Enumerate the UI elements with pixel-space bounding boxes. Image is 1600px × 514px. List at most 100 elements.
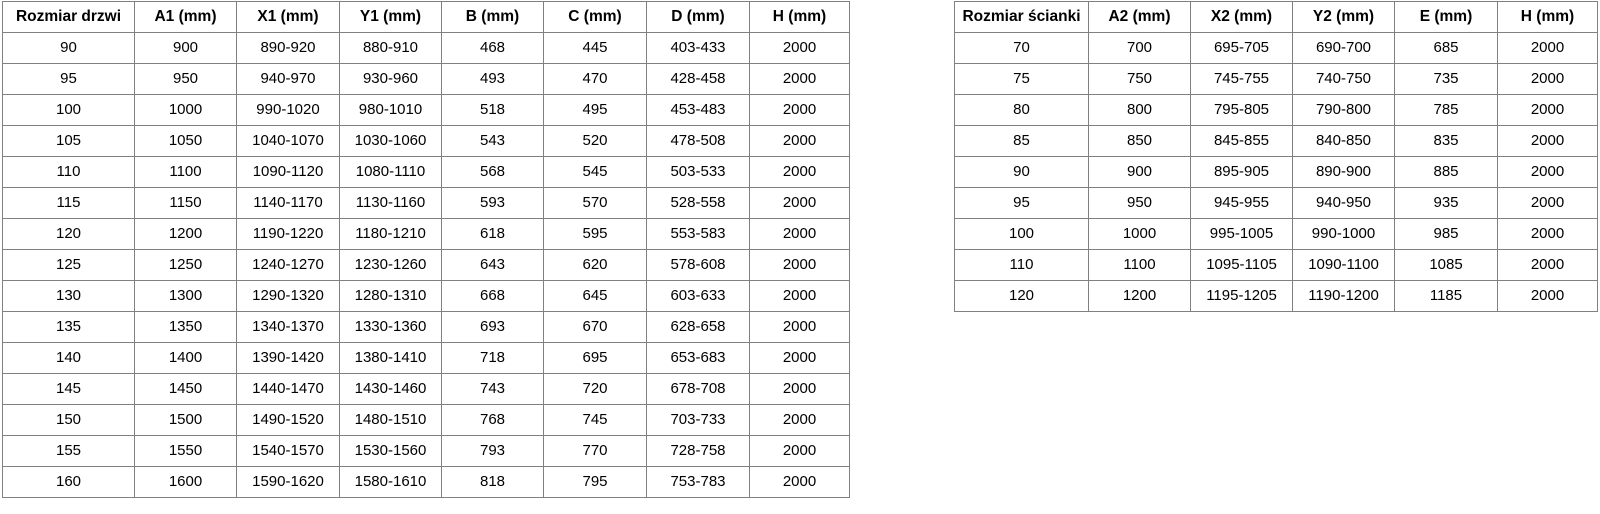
table-cell: 2000 bbox=[749, 32, 850, 64]
table-cell: 1590-1620 bbox=[236, 466, 340, 498]
table-cell: 1030-1060 bbox=[339, 125, 442, 157]
table-cell: 403-433 bbox=[646, 32, 750, 64]
table-cell: 470 bbox=[543, 63, 647, 95]
table-cell: 895-905 bbox=[1190, 156, 1293, 188]
table-cell: 1085 bbox=[1394, 249, 1498, 281]
table-cell: 980-1010 bbox=[339, 94, 442, 126]
table-row: 95 950 945-955 940-950 935 2000 bbox=[954, 187, 1598, 219]
table-cell: 150 bbox=[2, 404, 135, 436]
table-cell: 693 bbox=[441, 311, 544, 343]
table-row: 70 700 695-705 690-700 685 2000 bbox=[954, 32, 1598, 64]
table-cell: 1195-1205 bbox=[1190, 280, 1293, 312]
table-row: 110 1100 1090-1120 1080-1110 568 545 503-533 20… bbox=[2, 156, 850, 188]
table-cell: 1530-1560 bbox=[339, 435, 442, 467]
table-cell: 95 bbox=[2, 63, 135, 95]
table-cell: 2000 bbox=[749, 466, 850, 498]
table-cell: 753-783 bbox=[646, 466, 750, 498]
table-cell: 793 bbox=[441, 435, 544, 467]
table-cell: 770 bbox=[543, 435, 647, 467]
table-cell: 620 bbox=[543, 249, 647, 281]
table-cell: 568 bbox=[441, 156, 544, 188]
table-cell: 700 bbox=[1088, 32, 1191, 64]
table-cell: 2000 bbox=[749, 249, 850, 281]
table-cell: 718 bbox=[441, 342, 544, 374]
door-size-table-body: 90 900 890-920 880-910 468 445 403-433 2000 95 95… bbox=[2, 32, 850, 498]
table-row: 90 900 895-905 890-900 885 2000 bbox=[954, 156, 1598, 188]
table-header-row: Rozmiar drzwi A1 (mm) X1 (mm) Y1 (mm) B (mm)… bbox=[2, 1, 850, 33]
table-cell: 543 bbox=[441, 125, 544, 157]
table-row: 75 750 745-755 740-750 735 2000 bbox=[954, 63, 1598, 95]
table-cell: 100 bbox=[2, 94, 135, 126]
table-row: 130 1300 1290-1320 1280-1310 668 645 603-633 20… bbox=[2, 280, 850, 312]
table-cell: 1500 bbox=[134, 404, 237, 436]
table-cell: 1380-1410 bbox=[339, 342, 442, 374]
table-cell: 2000 bbox=[1497, 280, 1598, 312]
table-cell: 2000 bbox=[749, 125, 850, 157]
table-cell: 1050 bbox=[134, 125, 237, 157]
table-cell: 2000 bbox=[749, 218, 850, 250]
table-cell: 1140-1170 bbox=[236, 187, 340, 219]
table-cell: 743 bbox=[441, 373, 544, 405]
table-cell: 818 bbox=[441, 466, 544, 498]
table-cell: 1200 bbox=[1088, 280, 1191, 312]
table-cell: 2000 bbox=[749, 280, 850, 312]
table-cell: 468 bbox=[441, 32, 544, 64]
column-header-5: E (mm) bbox=[1394, 1, 1498, 33]
table-cell: 990-1020 bbox=[236, 94, 340, 126]
table-cell: 1090-1120 bbox=[236, 156, 340, 188]
table-cell: 2000 bbox=[749, 435, 850, 467]
table-cell: 1000 bbox=[1088, 218, 1191, 250]
column-header-1: Rozmiar drzwi bbox=[2, 1, 135, 33]
table-cell: 935 bbox=[1394, 187, 1498, 219]
table-cell: 570 bbox=[543, 187, 647, 219]
table-row: 85 850 845-855 840-850 835 2000 bbox=[954, 125, 1598, 157]
table-row: 105 1050 1040-1070 1030-1060 543 520 478-508 20… bbox=[2, 125, 850, 157]
table-cell: 1350 bbox=[134, 311, 237, 343]
table-cell: 790-800 bbox=[1292, 94, 1395, 126]
table-header-row: Rozmiar ścianki A2 (mm) X2 (mm) Y2 (mm) E (m… bbox=[954, 1, 1598, 33]
table-cell: 835 bbox=[1394, 125, 1498, 157]
table-cell: 1290-1320 bbox=[236, 280, 340, 312]
table-cell: 695-705 bbox=[1190, 32, 1293, 64]
column-header-3: X2 (mm) bbox=[1190, 1, 1293, 33]
column-header-1: Rozmiar ścianki bbox=[954, 1, 1089, 33]
table-cell: 1180-1210 bbox=[339, 218, 442, 250]
column-header-7: D (mm) bbox=[646, 1, 750, 33]
table-cell: 2000 bbox=[749, 94, 850, 126]
table-cell: 678-708 bbox=[646, 373, 750, 405]
table-cell: 495 bbox=[543, 94, 647, 126]
table-cell: 2000 bbox=[749, 187, 850, 219]
table-cell: 70 bbox=[954, 32, 1089, 64]
table-cell: 503-533 bbox=[646, 156, 750, 188]
table-cell: 2000 bbox=[1497, 125, 1598, 157]
table-cell: 578-608 bbox=[646, 249, 750, 281]
table-cell: 890-920 bbox=[236, 32, 340, 64]
column-header-6: H (mm) bbox=[1497, 1, 1598, 33]
table-row: 115 1150 1140-1170 1130-1160 593 570 528-558 20… bbox=[2, 187, 850, 219]
table-cell: 95 bbox=[954, 187, 1089, 219]
table-cell: 685 bbox=[1394, 32, 1498, 64]
table-cell: 750 bbox=[1088, 63, 1191, 95]
table-cell: 930-960 bbox=[339, 63, 442, 95]
table-row: 135 1350 1340-1370 1330-1360 693 670 628-658 20… bbox=[2, 311, 850, 343]
table-row: 120 1200 1190-1220 1180-1210 618 595 553-583 20… bbox=[2, 218, 850, 250]
table-cell: 995-1005 bbox=[1190, 218, 1293, 250]
table-cell: 768 bbox=[441, 404, 544, 436]
table-cell: 2000 bbox=[1497, 94, 1598, 126]
table-cell: 1440-1470 bbox=[236, 373, 340, 405]
table-cell: 728-758 bbox=[646, 435, 750, 467]
table-cell: 155 bbox=[2, 435, 135, 467]
table-cell: 90 bbox=[2, 32, 135, 64]
table-cell: 2000 bbox=[1497, 249, 1598, 281]
table-cell: 80 bbox=[954, 94, 1089, 126]
table-cell: 670 bbox=[543, 311, 647, 343]
table-row: 80 800 795-805 790-800 785 2000 bbox=[954, 94, 1598, 126]
column-header-2: A1 (mm) bbox=[134, 1, 237, 33]
table-cell: 1090-1100 bbox=[1292, 249, 1395, 281]
table-row: 155 1550 1540-1570 1530-1560 793 770 728-758 20… bbox=[2, 435, 850, 467]
door-size-table: Rozmiar drzwi A1 (mm) X1 (mm) Y1 (mm) B (mm)… bbox=[2, 1, 850, 498]
table-cell: 690-700 bbox=[1292, 32, 1395, 64]
table-cell: 1040-1070 bbox=[236, 125, 340, 157]
table-cell: 618 bbox=[441, 218, 544, 250]
